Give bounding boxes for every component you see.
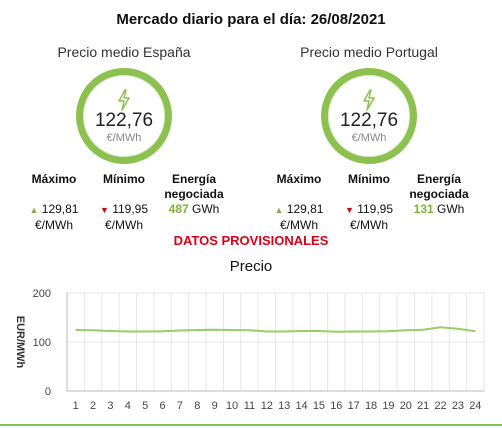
max-stat: Máximo ▲ 129,81 €/MWh xyxy=(264,172,334,233)
y-axis-label: EUR/MWh xyxy=(14,316,26,369)
provisional-status: DATOS PROVISIONALES xyxy=(173,233,329,248)
x-tick-label: 22 xyxy=(434,400,446,412)
x-tick-label: 20 xyxy=(400,400,412,412)
min-stat: Mínimo ▼ 119,95 €/MWh xyxy=(89,172,159,233)
min-unit: €/MWh xyxy=(349,218,388,232)
triangle-down-icon: ▼ xyxy=(344,205,354,215)
x-tick-label: 3 xyxy=(107,400,113,412)
triangle-down-icon: ▼ xyxy=(99,205,109,215)
x-tick-label: 6 xyxy=(160,400,166,412)
chart-title: Precio xyxy=(229,258,273,275)
energy-unit: GWh xyxy=(192,202,220,216)
y-tick-label: 100 xyxy=(33,337,51,349)
x-tick-label: 2 xyxy=(90,400,96,412)
price-gauge: 122,76 €/MWh xyxy=(76,68,172,164)
y-tick-label: 200 xyxy=(33,288,51,300)
x-tick-label: 15 xyxy=(313,400,325,412)
max-value: 129,81 xyxy=(286,202,324,216)
x-tick-label: 5 xyxy=(142,400,148,412)
price-gauge: 122,76 €/MWh xyxy=(321,68,417,164)
x-tick-label: 1 xyxy=(73,400,79,412)
divider xyxy=(0,424,502,426)
series-line xyxy=(75,326,476,333)
min-value: 119,95 xyxy=(357,202,394,216)
x-tick-label: 9 xyxy=(212,400,218,412)
average-price: 122,76 xyxy=(339,110,399,131)
market-portugal: Precio medio Portugal 122,76 €/MWh Máxim… xyxy=(264,44,474,233)
market-stats: Máximo ▲ 129,81 €/MWh Mínimo ▼ 119,95 €/… xyxy=(264,172,474,233)
market-stats: Máximo ▲ 129,81 €/MWh Mínimo ▼ 119,95 €/… xyxy=(19,172,229,233)
price-unit: €/MWh xyxy=(106,132,142,144)
market-title: Precio medio Portugal xyxy=(300,44,438,60)
max-label: Máximo xyxy=(31,172,77,186)
x-tick-label: 10 xyxy=(226,400,238,412)
energy-stat: Energía negociada 487 GWh xyxy=(159,172,229,233)
max-label: Máximo xyxy=(276,172,322,186)
x-tick-label: 24 xyxy=(469,400,481,412)
x-tick-label: 8 xyxy=(194,400,200,412)
energy-label: Energía negociada xyxy=(409,172,469,201)
x-tick-label: 18 xyxy=(365,400,377,412)
x-tick-label: 23 xyxy=(452,400,464,412)
x-tick-label: 7 xyxy=(177,400,183,412)
min-label: Mínimo xyxy=(348,172,390,186)
x-tick-label: 21 xyxy=(417,400,429,412)
triangle-up-icon: ▲ xyxy=(29,205,39,215)
energy-stat: Energía negociada 131 GWh xyxy=(404,172,474,233)
average-price: 122,76 xyxy=(94,110,154,131)
x-tick-label: 16 xyxy=(330,400,342,412)
lightning-bolt-icon xyxy=(118,89,130,111)
max-stat: Máximo ▲ 129,81 €/MWh xyxy=(19,172,89,233)
min-label: Mínimo xyxy=(103,172,145,186)
y-tick-label: 0 xyxy=(45,386,51,398)
max-unit: €/MWh xyxy=(279,218,318,232)
min-unit: €/MWh xyxy=(104,218,143,232)
x-tick-label: 13 xyxy=(278,400,290,412)
min-stat: Mínimo ▼ 119,95 €/MWh xyxy=(334,172,404,233)
x-tick-label: 12 xyxy=(261,400,273,412)
energy-label: Energía negociada xyxy=(164,172,224,201)
x-tick-label: 14 xyxy=(295,400,307,412)
x-tick-label: 4 xyxy=(125,400,131,412)
max-value: 129,81 xyxy=(41,202,79,216)
market-spain: Precio medio España 122,76 €/MWh Máximo … xyxy=(19,44,229,233)
energy-unit: GWh xyxy=(437,202,465,216)
min-value: 119,95 xyxy=(112,202,149,216)
energy-value: 487 xyxy=(168,202,189,216)
market-title: Precio medio España xyxy=(57,44,191,60)
lightning-bolt-icon xyxy=(363,89,375,111)
energy-value: 131 xyxy=(413,202,434,216)
x-tick-label: 11 xyxy=(244,400,255,412)
page-title: Mercado diario para el día: 26/08/2021 xyxy=(116,11,386,28)
price-unit: €/MWh xyxy=(351,132,387,144)
triangle-up-icon: ▲ xyxy=(274,205,284,215)
x-tick-label: 17 xyxy=(348,400,360,412)
x-tick-label: 19 xyxy=(382,400,394,412)
max-unit: €/MWh xyxy=(34,218,73,232)
